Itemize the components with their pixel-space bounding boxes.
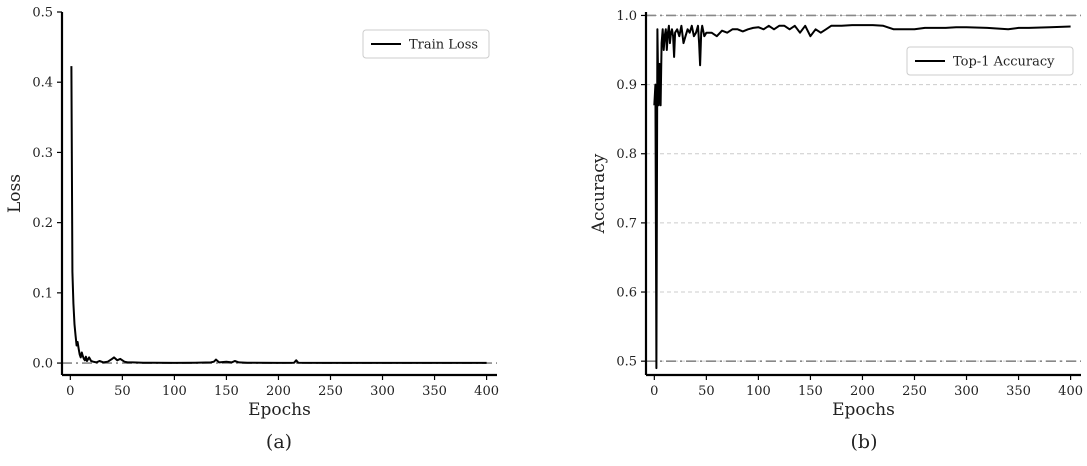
panel-b-legend-label: Top-1 Accuracy [953,55,1055,70]
y-tick-label-0: 0.0 [32,357,53,372]
x-tick-label-6: 300 [954,384,979,399]
panel-a-x-ticks: 0 50 100 150 200 250 300 350 400 [66,375,499,399]
panel-a-caption: (a) [266,431,292,453]
panel-a-axes [60,12,497,377]
y-tick-label-3: 0.3 [32,146,53,161]
x-tick-label-1: 50 [698,384,715,399]
x-tick-label-4: 200 [266,384,291,399]
y-tick-label-5: 0.5 [32,6,53,21]
y-tick-label-1: 0.1 [32,286,53,301]
panel-b-accuracy-chart: 0 50 100 150 200 250 300 350 400 0.5 0.6 0.7 0.8 0.9… [589,9,1083,453]
y-tick-label-1: 0.6 [616,286,637,301]
x-tick-label-8: 400 [1058,384,1083,399]
x-tick-label-3: 150 [798,384,823,399]
panel-b-axes [644,12,1081,377]
panel-a-y-axis-label: Loss [5,174,25,213]
y-tick-label-3: 0.8 [616,147,637,162]
panel-b-y-ticks: 0.5 0.6 0.7 0.8 0.9 1.0 [616,9,646,370]
panel-b-legend-box [906,46,1074,76]
x-tick-label-3: 150 [214,384,239,399]
x-tick-label-0: 0 [650,384,658,399]
panel-b-x-axis-label: Epochs [832,400,895,420]
y-tick-label-2: 0.2 [32,216,53,231]
panel-a-x-axis-label: Epochs [248,400,311,420]
y-tick-label-2: 0.7 [616,216,637,231]
x-tick-label-7: 350 [422,384,447,399]
panel-b-grid [646,14,1081,362]
x-tick-label-5: 250 [318,384,343,399]
x-tick-label-7: 350 [1006,384,1031,399]
panel-a-y-ticks: 0.0 0.1 0.2 0.3 0.4 0.5 [32,6,62,372]
x-tick-label-2: 100 [162,384,187,399]
y-tick-label-4: 0.9 [616,78,637,93]
panel-b-legend: Top-1 Accuracy [906,46,1074,76]
panel-a-legend-label: Train Loss [409,38,478,53]
y-tick-label-4: 0.4 [32,76,53,91]
x-tick-label-2: 100 [746,384,771,399]
x-tick-label-5: 250 [902,384,927,399]
panel-a-legend-box [362,29,490,59]
panel-a-legend: Train Loss [362,29,490,59]
panel-b-caption: (b) [851,431,878,453]
panel-b-series [653,24,1071,370]
series-line-0 [653,24,1071,370]
panel-a-series [70,66,487,364]
x-tick-label-8: 400 [474,384,499,399]
x-tick-label-1: 50 [114,384,131,399]
panel-b-y-axis-label: Accuracy [589,153,609,234]
x-tick-label-4: 200 [850,384,875,399]
panel-b-x-ticks: 0 50 100 150 200 250 300 350 400 [650,375,1083,399]
series-line-0 [70,66,487,364]
x-tick-label-6: 300 [370,384,395,399]
panel-a-loss-chart: 0 50 100 150 200 250 300 350 400 0.0 0.1 0.2 0.3 0.4… [5,6,499,454]
panel-b-reference-lines [646,14,1081,362]
y-tick-label-0: 0.5 [616,355,637,370]
y-tick-label-5: 1.0 [616,9,637,24]
x-tick-label-0: 0 [66,384,74,399]
